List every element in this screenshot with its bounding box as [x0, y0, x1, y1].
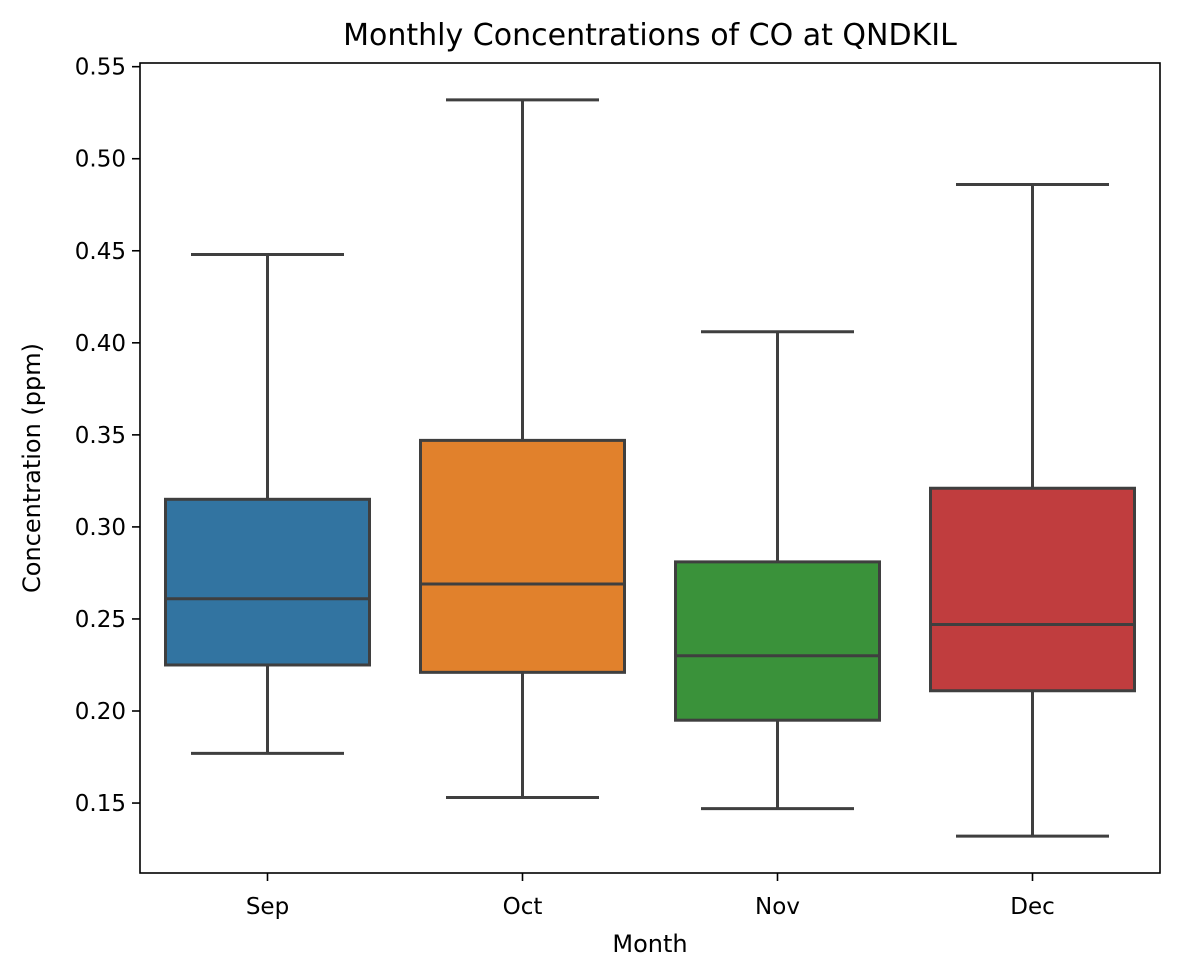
y-axis: 0.15 0.20 0.25 0.30 0.35 0.40 0.45 0.50 0.55	[75, 55, 140, 817]
box-nov	[674, 330, 881, 811]
box-dec	[929, 183, 1136, 838]
box-oct	[419, 98, 626, 800]
box-sep	[164, 252, 371, 755]
y-axis-label: Concentration (ppm)	[18, 343, 46, 593]
x-axis-label: Month	[612, 930, 687, 958]
y-tick-label: 0.20	[75, 699, 126, 725]
y-tick-label: 0.30	[75, 515, 126, 541]
y-tick-label: 0.35	[75, 423, 126, 449]
box-iqr	[419, 438, 626, 674]
chart-title: Monthly Concentrations of CO at QNDKIL	[343, 18, 957, 53]
y-tick-label: 0.15	[75, 791, 126, 817]
box-iqr	[929, 486, 1136, 693]
box-iqr	[674, 560, 881, 722]
x-tick-label: Nov	[755, 894, 800, 920]
y-tick-label: 0.50	[75, 147, 126, 173]
x-axis: Sep Oct Nov Dec	[246, 873, 1055, 920]
y-tick-label: 0.55	[75, 55, 126, 81]
x-tick-label: Dec	[1010, 894, 1055, 920]
plot-frame	[139, 62, 1161, 874]
plot-area	[164, 98, 1136, 838]
y-tick-label: 0.40	[75, 331, 126, 357]
box-iqr	[164, 497, 371, 667]
y-tick-label: 0.45	[75, 239, 126, 265]
x-tick-label: Oct	[503, 894, 543, 920]
y-tick-label: 0.25	[75, 607, 126, 633]
x-tick-label: Sep	[246, 894, 289, 920]
